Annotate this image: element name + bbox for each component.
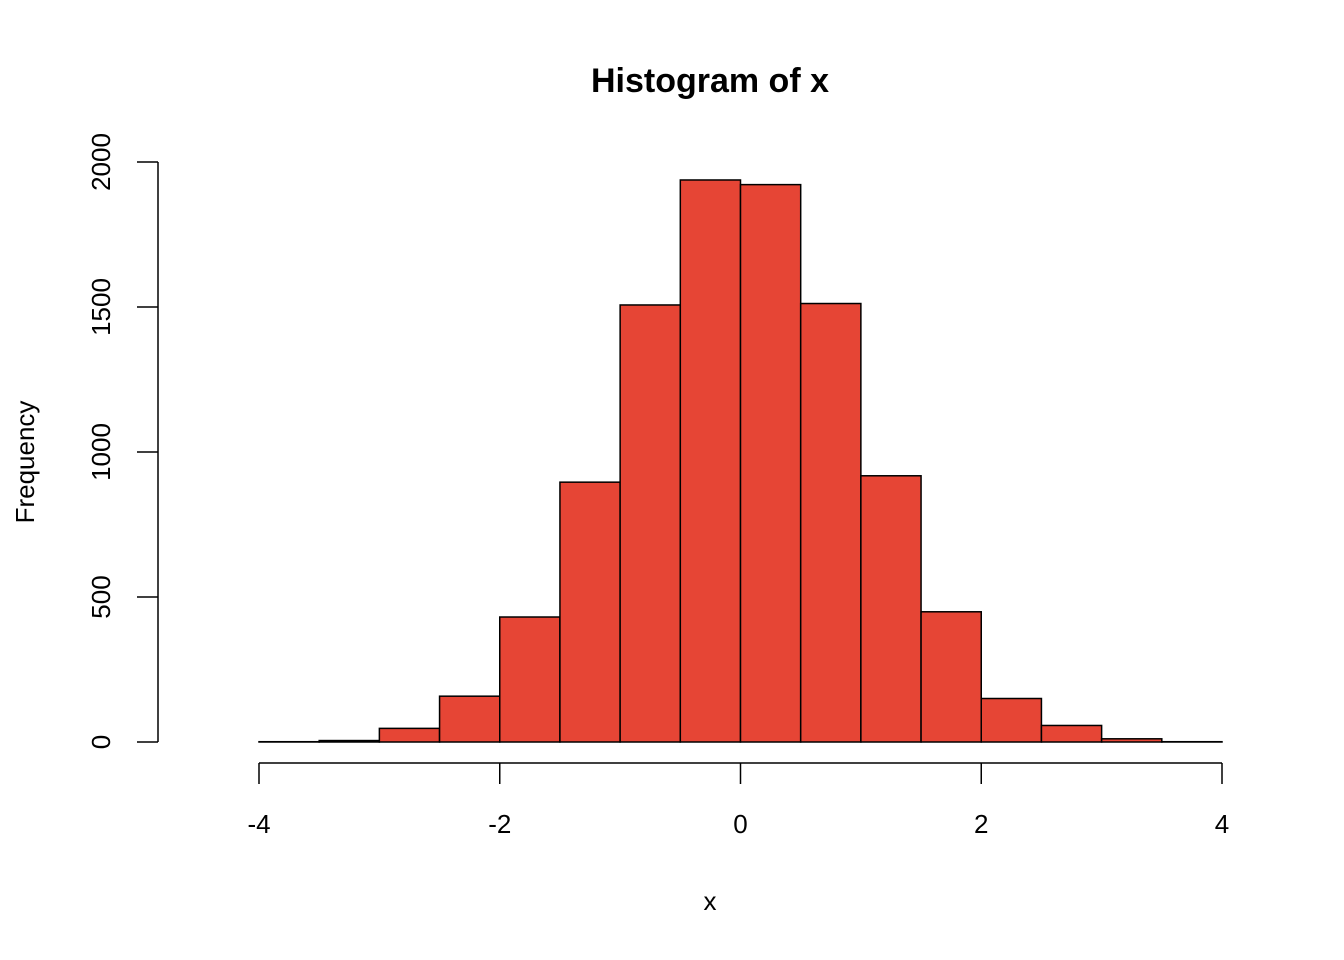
x-tick-label: 2 xyxy=(974,809,988,839)
bars-group xyxy=(258,179,1223,743)
x-tick-label: -4 xyxy=(247,809,270,839)
x-tick-label: 0 xyxy=(733,809,747,839)
histogram-bar xyxy=(920,611,982,743)
y-tick-label: 2000 xyxy=(86,133,116,191)
y-tick-label: 0 xyxy=(86,735,116,749)
chart-title: Histogram of x xyxy=(591,62,829,100)
y-tick-label: 1000 xyxy=(86,423,116,481)
histogram-bar xyxy=(499,616,561,743)
histogram-bar xyxy=(438,695,501,743)
histogram-bar xyxy=(559,481,621,743)
histogram-bar xyxy=(1100,738,1163,743)
histogram-bar xyxy=(318,739,381,743)
histogram-bar xyxy=(679,179,742,743)
histogram-bar xyxy=(860,475,922,743)
histogram-bar xyxy=(980,697,1043,743)
histogram-bar xyxy=(378,727,441,743)
y-axis-label: Frequency xyxy=(10,401,40,524)
histogram-bar xyxy=(799,302,862,743)
y-tick-label: 1500 xyxy=(86,278,116,336)
y-tick-label: 500 xyxy=(86,575,116,618)
x-axis: -4 -2 0 2 4 xyxy=(247,762,1229,839)
histogram-bar xyxy=(739,183,802,743)
histogram-bar xyxy=(1040,724,1103,743)
x-tick-label: -2 xyxy=(488,809,511,839)
y-axis: 0 500 1000 1500 2000 xyxy=(86,133,159,749)
histogram-bar xyxy=(619,304,682,743)
x-axis-label: x xyxy=(704,886,717,916)
x-tick-label: 4 xyxy=(1215,809,1229,839)
